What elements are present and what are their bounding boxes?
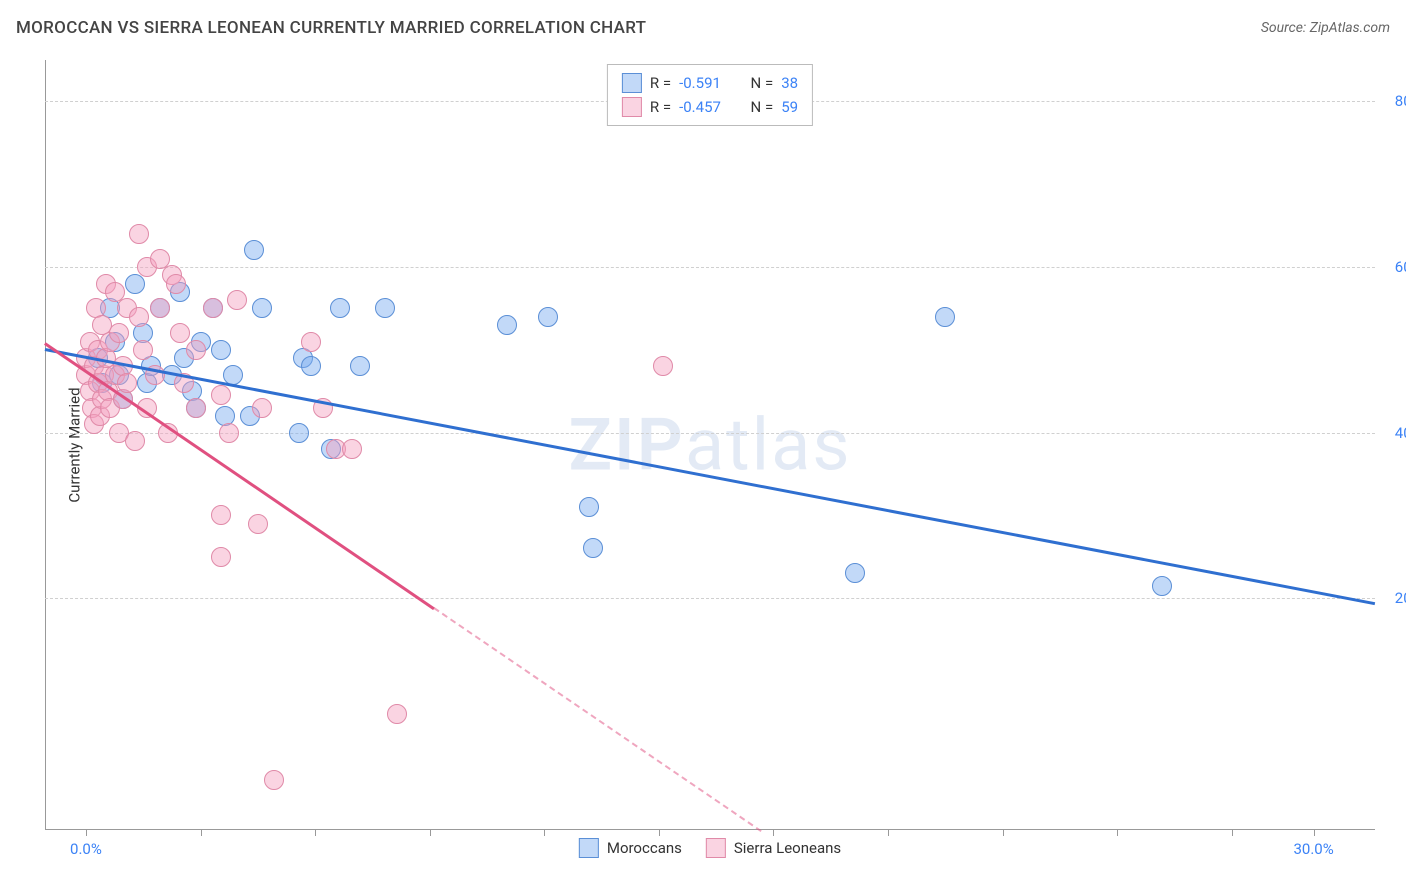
x-tick-label: 0.0% — [70, 840, 102, 858]
scatter-point — [583, 538, 603, 558]
scatter-point — [223, 365, 243, 385]
scatter-point — [538, 307, 558, 327]
scatter-point — [203, 298, 223, 318]
scatter-point — [227, 290, 247, 310]
legend-swatch — [622, 73, 642, 93]
legend-n-value: 38 — [781, 71, 798, 95]
scatter-point — [350, 356, 370, 376]
x-tick — [1003, 830, 1004, 836]
x-axis — [45, 829, 1375, 830]
scatter-point — [186, 340, 206, 360]
x-tick — [888, 830, 889, 836]
scatter-point — [186, 398, 206, 418]
x-tick — [1117, 830, 1118, 836]
y-tick-label: 60.0% — [1380, 258, 1406, 276]
legend-swatch — [579, 838, 599, 858]
chart-header: MOROCCAN VS SIERRA LEONEAN CURRENTLY MAR… — [16, 18, 1390, 38]
y-tick-label: 20.0% — [1380, 589, 1406, 607]
gridline-h — [45, 267, 1375, 268]
scatter-point — [219, 423, 239, 443]
scatter-point — [301, 332, 321, 352]
scatter-point — [330, 298, 350, 318]
legend-series-item: Moroccans — [579, 838, 682, 858]
legend-r-value: -0.457 — [679, 95, 735, 119]
x-tick — [1232, 830, 1233, 836]
legend-n-label: N = — [743, 95, 773, 119]
x-tick — [86, 830, 87, 836]
gridline-h — [45, 598, 1375, 599]
y-axis-title: Currently Married — [66, 387, 84, 502]
scatter-point — [342, 439, 362, 459]
legend-series-item: Sierra Leoneans — [706, 838, 841, 858]
x-tick — [544, 830, 545, 836]
scatter-point — [252, 398, 272, 418]
gridline-h — [45, 433, 1375, 434]
scatter-point — [244, 240, 264, 260]
scatter-point — [117, 373, 137, 393]
x-tick — [1314, 830, 1315, 836]
scatter-point — [375, 298, 395, 318]
legend-r-label: R = — [650, 71, 671, 95]
scatter-point — [133, 340, 153, 360]
x-tick — [315, 830, 316, 836]
scatter-point — [150, 298, 170, 318]
legend-series: Moroccans Sierra Leoneans — [579, 838, 841, 858]
scatter-point — [211, 505, 231, 525]
scatter-point — [289, 423, 309, 443]
scatter-point — [252, 298, 272, 318]
scatter-point — [166, 274, 186, 294]
y-tick-label: 80.0% — [1380, 92, 1406, 110]
scatter-point — [129, 224, 149, 244]
x-tick — [773, 830, 774, 836]
y-tick-label: 40.0% — [1380, 424, 1406, 442]
trend-line — [433, 607, 762, 832]
legend-n-value: 59 — [781, 95, 798, 119]
x-tick — [430, 830, 431, 836]
scatter-point — [211, 547, 231, 567]
scatter-point — [264, 770, 284, 790]
scatter-point — [301, 356, 321, 376]
scatter-point — [935, 307, 955, 327]
legend-series-label: Sierra Leoneans — [734, 839, 841, 857]
scatter-point — [109, 323, 129, 343]
x-tick — [659, 830, 660, 836]
chart-area: Currently Married ZIPatlas 20.0%40.0%60.… — [45, 60, 1375, 830]
legend-series-label: Moroccans — [607, 839, 682, 857]
scatter-point — [125, 274, 145, 294]
watermark-prefix: ZIP — [568, 403, 684, 488]
trend-line — [45, 348, 1375, 605]
legend-n-label: N = — [743, 71, 773, 95]
legend-r-value: -0.591 — [679, 71, 735, 95]
chart-title: MOROCCAN VS SIERRA LEONEAN CURRENTLY MAR… — [16, 18, 646, 38]
plot-region: Currently Married ZIPatlas 20.0%40.0%60.… — [45, 60, 1375, 830]
legend-stats-row: R = -0.457 N = 59 — [622, 95, 798, 119]
legend-r-label: R = — [650, 95, 671, 119]
legend-stats-row: R = -0.591 N = 38 — [622, 71, 798, 95]
scatter-point — [211, 340, 231, 360]
scatter-point — [248, 514, 268, 534]
scatter-point — [579, 497, 599, 517]
scatter-point — [125, 431, 145, 451]
x-tick-label: 30.0% — [1293, 840, 1333, 858]
y-axis — [45, 60, 46, 830]
scatter-point — [129, 307, 149, 327]
scatter-point — [653, 356, 673, 376]
scatter-point — [170, 323, 190, 343]
scatter-point — [497, 315, 517, 335]
scatter-point — [211, 385, 231, 405]
scatter-point — [387, 704, 407, 724]
scatter-point — [1152, 576, 1172, 596]
legend-stats: R = -0.591 N = 38R = -0.457 N = 59 — [607, 64, 813, 126]
scatter-point — [845, 563, 865, 583]
legend-swatch — [622, 97, 642, 117]
x-tick — [201, 830, 202, 836]
chart-source: Source: ZipAtlas.com — [1261, 20, 1390, 36]
legend-swatch — [706, 838, 726, 858]
